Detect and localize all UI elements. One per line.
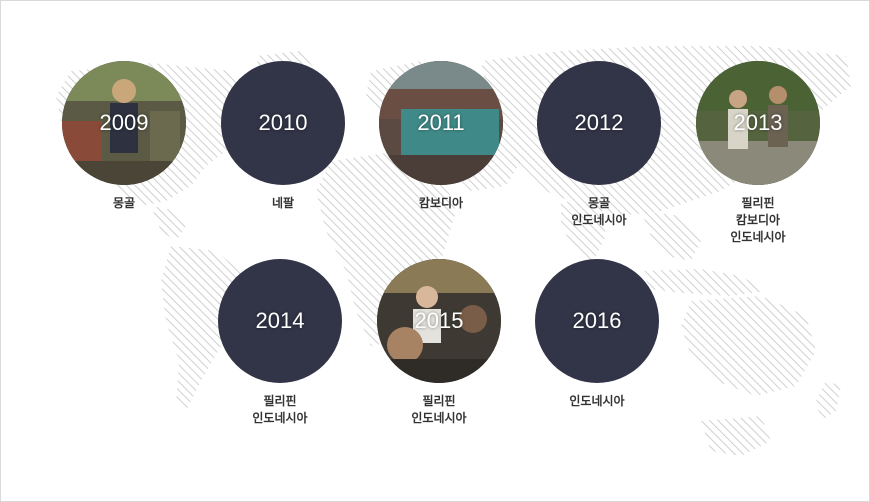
timeline-item-2012: 2012 몽골 인도네시아 — [519, 61, 679, 229]
year-circle: 2015 — [377, 259, 501, 383]
timeline-item-2014: 2014 필리핀 인도네시아 — [200, 259, 360, 427]
timeline-item-2011: 2011 캄보디아 — [361, 61, 521, 212]
country-list: 필리핀 인도네시아 — [200, 393, 360, 427]
country-list: 캄보디아 — [361, 195, 521, 212]
year-circle: 2012 — [537, 61, 661, 185]
country-name: 인도네시아 — [411, 411, 467, 425]
country-name: 캄보디아 — [418, 196, 464, 210]
country-name: 인도네시아 — [571, 213, 627, 227]
country-name: 인도네시아 — [569, 394, 625, 408]
country-list: 몽골 인도네시아 — [519, 195, 679, 229]
india-shape — [561, 201, 606, 266]
new-zealand-shape — [816, 381, 841, 421]
year-label: 2014 — [255, 308, 305, 333]
year-label: 2016 — [572, 308, 622, 333]
timeline-item-2013: 2013 필리핀 캄보디아 인도네시아 — [678, 61, 838, 246]
timeline-item-2010: 2010 네팔 — [203, 61, 363, 212]
year-circle: 2016 — [535, 259, 659, 383]
country-name: 인도네시아 — [252, 411, 308, 425]
australia-shape — [681, 296, 816, 396]
country-list: 인도네시아 — [517, 393, 677, 410]
country-list: 몽골 — [44, 195, 204, 212]
country-name: 필리핀 — [741, 196, 775, 210]
year-label: 2010 — [258, 110, 308, 135]
country-name: 필리핀 — [263, 394, 297, 408]
central-america-shape — [151, 206, 186, 241]
year-label: 2013 — [733, 110, 783, 135]
country-name: 몽골 — [587, 196, 611, 210]
southeast-asia-shape — [641, 211, 701, 261]
country-list: 필리핀 캄보디아 인도네시아 — [678, 195, 838, 246]
event-photo — [379, 61, 503, 185]
country-name: 네팔 — [271, 196, 295, 210]
year-label: 2015 — [414, 308, 464, 333]
event-photo — [62, 61, 186, 185]
timeline-item-2016: 2016 인도네시아 — [517, 259, 677, 410]
year-circle: 2014 — [218, 259, 342, 383]
year-circle: 2010 — [221, 61, 345, 185]
timeline-item-2015: 2015 필리핀 인도네시아 — [359, 259, 519, 427]
year-label: 2011 — [417, 110, 465, 135]
country-name: 필리핀 — [422, 394, 456, 408]
country-name: 몽골 — [112, 196, 136, 210]
country-list: 필리핀 인도네시아 — [359, 393, 519, 427]
indonesia-shape — [641, 269, 766, 296]
year-circle: 2011 — [379, 61, 503, 185]
southern-shape — [701, 416, 771, 456]
year-label: 2012 — [574, 110, 624, 135]
country-list: 네팔 — [203, 195, 363, 212]
country-name: 캄보디아 — [735, 213, 781, 227]
year-circle: 2013 — [696, 61, 820, 185]
south-america-shape — [161, 246, 246, 411]
country-name: 인도네시아 — [730, 230, 786, 244]
timeline-item-2009: 2009 몽골 — [44, 61, 204, 212]
event-photo — [377, 259, 501, 383]
year-circle: 2009 — [62, 61, 186, 185]
event-photo — [696, 61, 820, 185]
year-label: 2009 — [99, 110, 149, 135]
